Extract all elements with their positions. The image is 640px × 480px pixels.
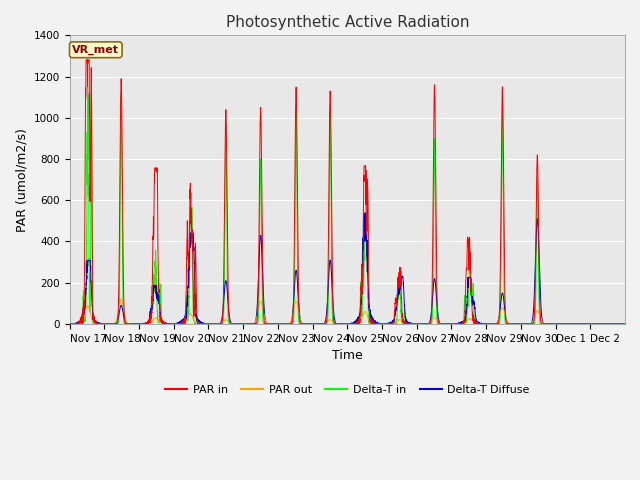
- Legend: PAR in, PAR out, Delta-T in, Delta-T Diffuse: PAR in, PAR out, Delta-T in, Delta-T Dif…: [161, 380, 534, 399]
- Y-axis label: PAR (umol/m2/s): PAR (umol/m2/s): [15, 128, 28, 231]
- Text: VR_met: VR_met: [72, 45, 119, 55]
- X-axis label: Time: Time: [332, 349, 363, 362]
- Title: Photosynthetic Active Radiation: Photosynthetic Active Radiation: [225, 15, 469, 30]
